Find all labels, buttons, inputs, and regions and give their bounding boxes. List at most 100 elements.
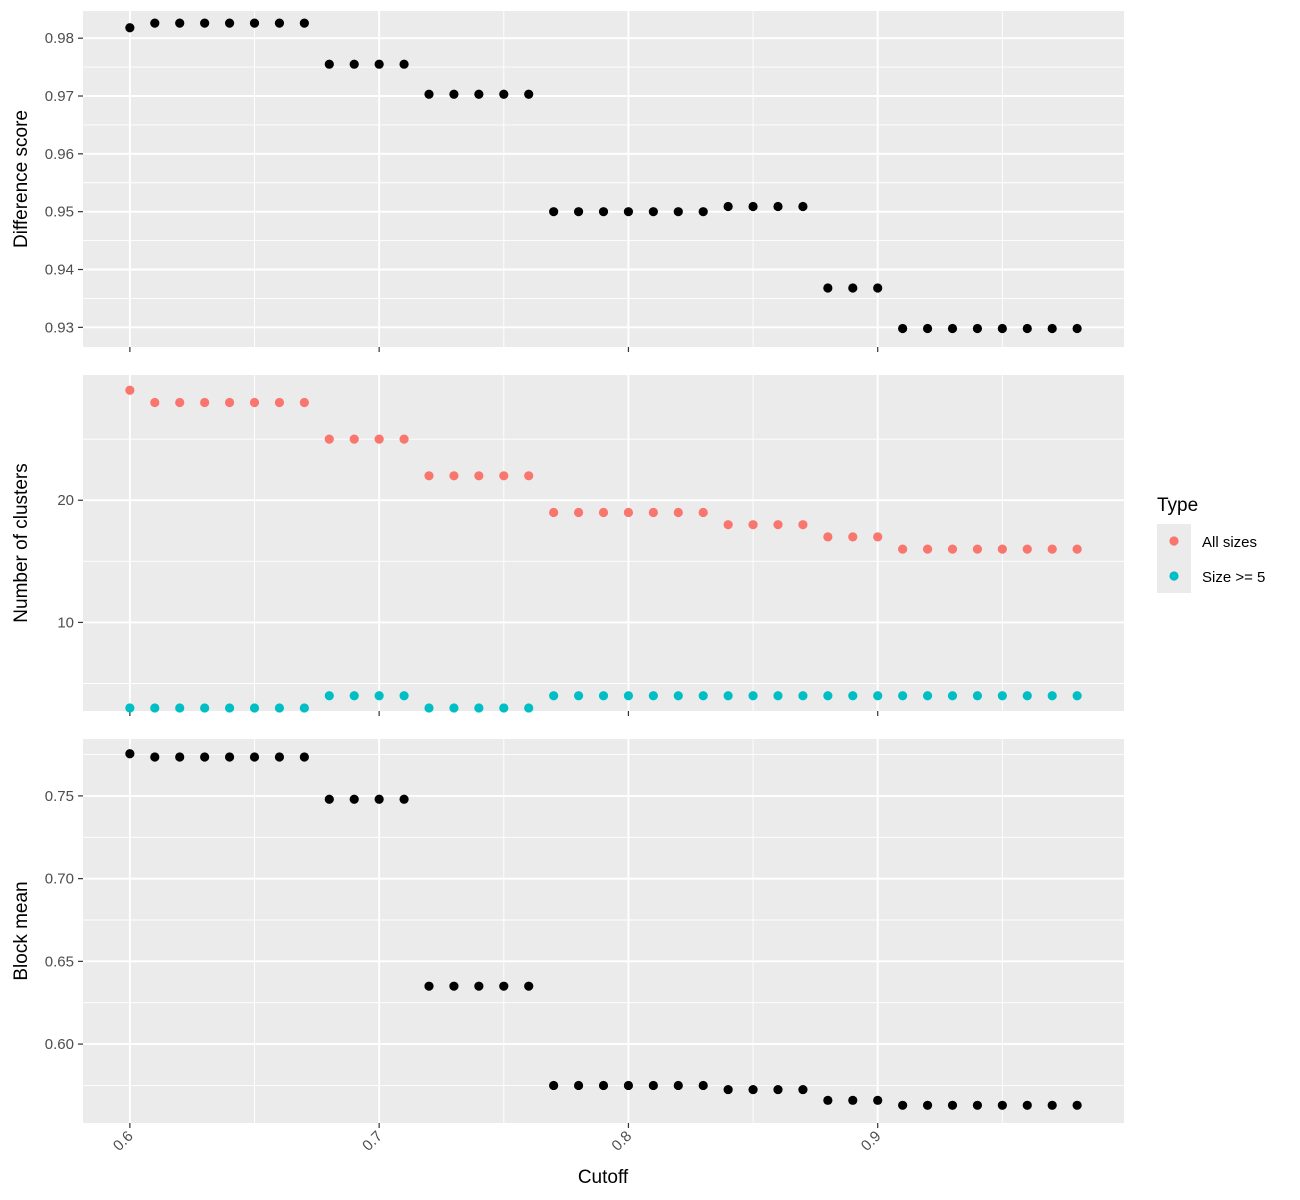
data-point (200, 397, 210, 408)
data-point (673, 507, 683, 518)
legend-label: Size >= 5 (1202, 569, 1265, 586)
data-point (648, 507, 658, 518)
data-point (997, 1100, 1007, 1110)
data-point (922, 1100, 933, 1110)
data-point (848, 532, 858, 542)
data-point (848, 691, 858, 701)
data-point (848, 1095, 858, 1105)
y-tick-label: 0.95 (45, 204, 74, 221)
series-all-sizes (125, 385, 1082, 554)
data-point (748, 691, 758, 701)
data-point (798, 1084, 808, 1095)
data-point (823, 283, 833, 293)
data-point (623, 691, 634, 701)
data-point (474, 981, 484, 991)
panel-background (83, 375, 1124, 711)
data-point (1072, 691, 1082, 701)
data-point (150, 18, 160, 28)
data-point (374, 434, 384, 444)
data-point (773, 520, 783, 530)
data-point (1022, 1100, 1032, 1110)
data-point (1047, 323, 1057, 334)
data-point (524, 89, 534, 99)
data-point (524, 471, 534, 481)
panel-background (83, 739, 1124, 1123)
data-point (873, 283, 883, 293)
data-point (898, 544, 908, 554)
data-point (549, 691, 559, 701)
data-point (623, 507, 634, 518)
data-point (449, 981, 459, 991)
data-point (873, 691, 883, 701)
series-size-5 (125, 691, 1082, 713)
data-point (374, 794, 384, 804)
data-point (299, 18, 309, 28)
y-tick-label: 0.60 (45, 1036, 74, 1053)
data-point (424, 471, 434, 481)
data-point (474, 89, 484, 99)
data-point (598, 507, 609, 518)
data-point (698, 507, 708, 518)
y-tick-label: 0.98 (45, 30, 74, 47)
data-point (474, 703, 484, 713)
data-point (623, 207, 634, 217)
data-point (349, 691, 359, 701)
data-point (673, 691, 683, 701)
data-point (773, 1084, 783, 1095)
data-point (947, 691, 958, 701)
series-1 (125, 18, 1082, 334)
x-tick-label: 0.9 (858, 1128, 885, 1155)
y-tick-label: 0.93 (45, 319, 74, 336)
data-point (698, 207, 708, 217)
y-tick-label: 0.96 (45, 146, 74, 163)
data-point (349, 794, 359, 804)
data-point (1047, 544, 1057, 554)
data-point (947, 323, 958, 334)
data-point (1022, 323, 1032, 334)
data-point (898, 691, 908, 701)
data-point (798, 201, 808, 212)
data-point (399, 59, 409, 69)
data-point (274, 752, 285, 762)
data-point (823, 532, 833, 542)
y-axis-title: Block mean (11, 881, 32, 980)
legend: Type All sizes Size >= 5 (1157, 495, 1265, 593)
data-point (224, 752, 235, 762)
y-axis-title: Number of clusters (11, 463, 32, 622)
data-point (1072, 544, 1082, 554)
data-point (723, 201, 733, 212)
data-point (598, 207, 609, 217)
data-point (424, 703, 434, 713)
data-point (200, 752, 210, 762)
data-point (573, 507, 584, 518)
y-tick-label: 0.65 (45, 953, 74, 970)
data-point (1022, 691, 1032, 701)
data-point (947, 1100, 958, 1110)
data-point (898, 1100, 908, 1110)
data-point (549, 507, 559, 518)
data-point (274, 397, 285, 408)
data-point (947, 544, 958, 554)
data-point (698, 691, 708, 701)
data-point (748, 1084, 758, 1095)
data-point (898, 323, 908, 334)
data-point (723, 520, 733, 530)
data-point (299, 752, 309, 762)
data-point (200, 703, 210, 713)
data-point (399, 794, 409, 804)
data-point (524, 981, 534, 991)
data-point (723, 1084, 733, 1095)
y-tick-label: 0.75 (45, 788, 74, 805)
x-axis-title: Cutoff (578, 1167, 629, 1188)
data-point (549, 207, 559, 217)
legend-label: All sizes (1202, 534, 1257, 551)
data-point (499, 703, 509, 713)
data-point (324, 59, 334, 69)
data-point (972, 691, 983, 701)
data-point (972, 1100, 983, 1110)
data-point (773, 201, 783, 212)
data-point (997, 544, 1007, 554)
data-point (1047, 1100, 1057, 1110)
data-point (349, 59, 359, 69)
legend-title: Type (1157, 495, 1198, 516)
